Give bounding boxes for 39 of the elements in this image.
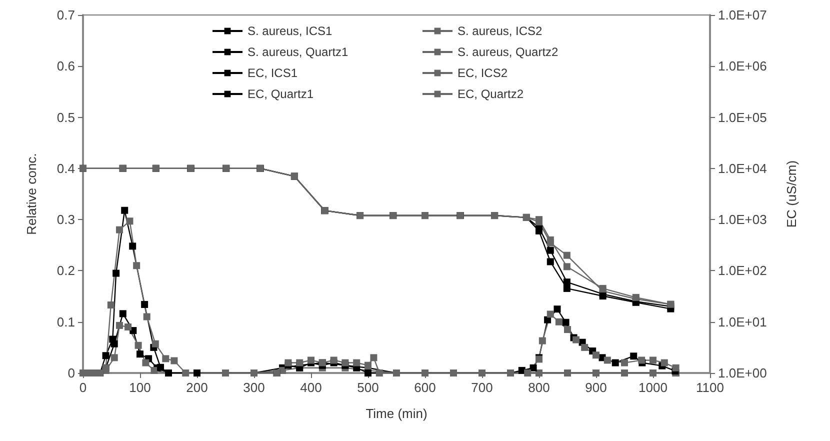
x-tick-label: 400 (300, 380, 322, 395)
x-tick-label: 1100 (696, 380, 724, 395)
legend-label: S. aureus, Quartz2 (458, 45, 559, 59)
y-tick-label: 0.6 (56, 58, 75, 74)
x-tick-label: 700 (471, 380, 493, 395)
x-tick-label: 800 (528, 380, 550, 395)
y-tick-label: 0.7 (56, 8, 75, 22)
legend-label: EC, Quartz1 (248, 87, 314, 101)
y2-tick-label: 1.0E+00 (718, 366, 767, 380)
y2-tick-label: 1.0E+01 (718, 314, 767, 330)
y-axis-title: Relative conc. (24, 153, 39, 235)
legend-label: EC, ICS2 (458, 66, 508, 80)
y-tick-label: 0 (68, 366, 75, 380)
x-tick-label: 300 (243, 380, 265, 395)
y-tick-label: 0.3 (56, 212, 75, 228)
y-tick-label: 0.4 (56, 160, 75, 176)
x-tick-label: 0 (79, 380, 87, 395)
y2-tick-label: 1.0E+03 (718, 212, 767, 228)
y2-axis-title: EC (uS/cm) (784, 160, 799, 228)
x-tick-label: 600 (414, 380, 436, 395)
y2-tick-label: 1.0E+02 (718, 263, 767, 278)
y2-tick-label: 1.0E+07 (718, 8, 767, 22)
legend-label: S. aureus, ICS1 (248, 24, 333, 38)
legend-label: S. aureus, ICS2 (458, 24, 543, 38)
y2-tick-label: 1.0E+05 (718, 110, 767, 125)
legend-label: S. aureus, Quartz1 (248, 45, 349, 59)
legend-label: EC, Quartz2 (458, 87, 524, 101)
x-tick-label: 200 (186, 380, 208, 395)
y-tick-label: 0.5 (56, 110, 75, 125)
y-tick-label: 0.2 (56, 263, 75, 278)
y2-tick-label: 1.0E+04 (718, 160, 767, 176)
legend-label: EC, ICS1 (248, 66, 298, 80)
x-axis-title: Time (min) (366, 406, 428, 421)
x-tick-label: 900 (585, 380, 607, 395)
x-tick-label: 500 (357, 380, 379, 395)
y-tick-label: 0.1 (56, 314, 75, 330)
x-tick-label: 100 (129, 380, 151, 395)
x-tick-label: 1000 (638, 380, 668, 395)
y2-tick-label: 1.0E+06 (718, 58, 767, 74)
